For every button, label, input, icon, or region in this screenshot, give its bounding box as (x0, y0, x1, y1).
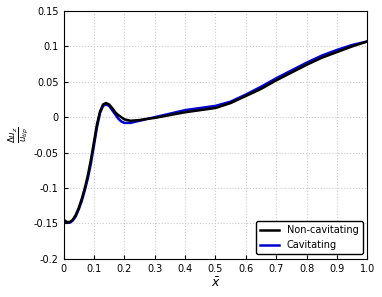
Cavitating (146, 117, 151, 120)
Cavitating (98, 111, 102, 115)
Non-cavitating (213, 106, 218, 110)
Non-cavitating (128, 119, 133, 123)
Cavitating (83, 188, 87, 192)
Cavitating (289, 69, 294, 72)
Cavitating (73, 215, 78, 218)
Non-cavitating (116, 113, 121, 117)
Legend: Non-cavitating, Cavitating: Non-cavitating, Cavitating (256, 221, 363, 254)
Non-cavitating (350, 45, 354, 48)
Cavitating (198, 106, 202, 110)
Non-cavitating (119, 116, 124, 119)
Cavitating (101, 104, 105, 108)
Non-cavitating (64, 220, 69, 224)
Non-cavitating (104, 101, 108, 105)
Non-cavitating (101, 103, 105, 106)
Non-cavitating (198, 108, 202, 112)
Cavitating (116, 117, 121, 120)
Cavitating (67, 221, 72, 225)
Cavitating (92, 144, 96, 147)
Non-cavitating (61, 218, 66, 222)
Non-cavitating (183, 110, 188, 114)
Cavitating (64, 220, 69, 224)
Non-cavitating (73, 213, 78, 217)
Non-cavitating (95, 123, 99, 126)
Non-cavitating (92, 140, 96, 144)
Line: Non-cavitating: Non-cavitating (63, 41, 367, 222)
Cavitating (168, 112, 172, 116)
Cavitating (274, 76, 278, 80)
Cavitating (128, 121, 133, 125)
Non-cavitating (113, 110, 118, 114)
Cavitating (304, 61, 309, 64)
Non-cavitating (289, 71, 294, 74)
Cavitating (137, 119, 142, 123)
Non-cavitating (137, 118, 142, 122)
Non-cavitating (228, 101, 233, 105)
Non-cavitating (89, 158, 93, 162)
Non-cavitating (152, 116, 157, 120)
Non-cavitating (110, 106, 115, 110)
Cavitating (152, 116, 157, 119)
Non-cavitating (304, 63, 309, 67)
Cavitating (335, 48, 339, 52)
Non-cavitating (67, 220, 72, 224)
Non-cavitating (83, 186, 87, 190)
Non-cavitating (70, 218, 75, 222)
Cavitating (76, 208, 81, 211)
Non-cavitating (335, 50, 339, 54)
Line: Cavitating: Cavitating (63, 41, 367, 223)
Cavitating (86, 176, 90, 180)
Cavitating (61, 218, 66, 222)
Non-cavitating (86, 173, 90, 177)
Non-cavitating (168, 113, 172, 117)
Cavitating (113, 113, 118, 116)
Cavitating (70, 219, 75, 222)
Non-cavitating (259, 87, 263, 91)
Cavitating (107, 104, 112, 108)
Cavitating (119, 120, 124, 123)
Cavitating (320, 54, 324, 57)
Cavitating (259, 85, 263, 89)
Y-axis label: $\frac{\Delta u_z}{u_{tip}}$: $\frac{\Delta u_z}{u_{tip}}$ (7, 127, 31, 143)
Non-cavitating (107, 103, 112, 106)
Cavitating (183, 108, 188, 112)
Non-cavitating (79, 197, 84, 200)
Non-cavitating (98, 110, 102, 113)
Non-cavitating (244, 94, 248, 98)
Cavitating (89, 162, 93, 165)
Cavitating (213, 104, 218, 108)
X-axis label: $\bar{x}$: $\bar{x}$ (210, 277, 220, 290)
Cavitating (122, 121, 126, 125)
Non-cavitating (274, 79, 278, 82)
Cavitating (104, 103, 108, 106)
Non-cavitating (122, 118, 126, 121)
Cavitating (244, 93, 248, 96)
Cavitating (79, 199, 84, 203)
Non-cavitating (146, 117, 151, 120)
Non-cavitating (320, 56, 324, 59)
Cavitating (365, 40, 370, 43)
Cavitating (95, 125, 99, 129)
Cavitating (228, 100, 233, 103)
Cavitating (110, 108, 115, 112)
Non-cavitating (76, 206, 81, 210)
Cavitating (350, 43, 354, 47)
Non-cavitating (365, 40, 370, 43)
